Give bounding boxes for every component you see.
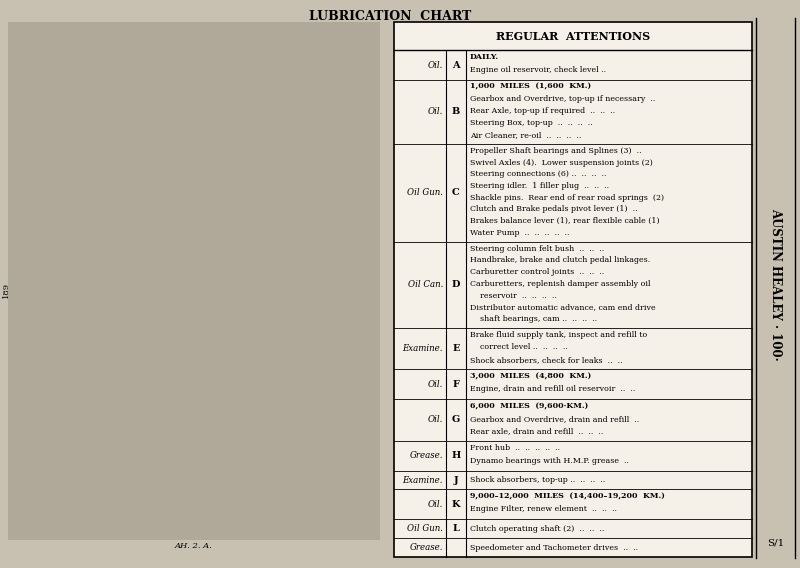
Text: Dynamo bearings with H.M.P. grease  ..: Dynamo bearings with H.M.P. grease .. [470, 457, 629, 465]
Text: Oil.: Oil. [428, 61, 443, 69]
Text: Oil.: Oil. [428, 107, 443, 116]
Text: 3,000  MILES  (4,800  KM.): 3,000 MILES (4,800 KM.) [470, 372, 591, 380]
Text: Handbrake, brake and clutch pedal linkages.: Handbrake, brake and clutch pedal linkag… [470, 256, 650, 264]
Text: E: E [452, 344, 460, 353]
Text: Distributor automatic advance, cam end drive: Distributor automatic advance, cam end d… [470, 303, 656, 311]
Text: correct level ..  ..  ..  ..: correct level .. .. .. .. [470, 343, 568, 352]
Text: Carburetters, replenish damper assembly oil: Carburetters, replenish damper assembly … [470, 280, 650, 288]
Text: C: C [452, 188, 460, 197]
Text: Rear axle, drain and refill  ..  ..  ..: Rear axle, drain and refill .. .. .. [470, 427, 603, 435]
Text: Grease.: Grease. [410, 451, 443, 460]
Text: DAILY.: DAILY. [470, 53, 499, 61]
Text: Clutch and Brake pedals pivot lever (1)  ..: Clutch and Brake pedals pivot lever (1) … [470, 206, 638, 214]
Text: B: B [452, 107, 460, 116]
Text: D: D [452, 280, 460, 289]
Text: Steering connections (6) ..  ..  ..  ..: Steering connections (6) .. .. .. .. [470, 170, 606, 178]
Text: J: J [454, 475, 458, 485]
Text: Steering column felt bush  ..  ..  ..: Steering column felt bush .. .. .. [470, 245, 604, 253]
Text: Air Cleaner, re-oil  ..  ..  ..  ..: Air Cleaner, re-oil .. .. .. .. [470, 131, 582, 139]
Text: REGULAR  ATTENTIONS: REGULAR ATTENTIONS [496, 31, 650, 41]
Text: 6,000  MILES  (9,600·KM.): 6,000 MILES (9,600·KM.) [470, 402, 588, 410]
Text: reservoir  ..  ..  ..  ..: reservoir .. .. .. .. [470, 291, 557, 299]
Text: H: H [451, 451, 461, 460]
Text: Propeller Shaft bearings and Splines (3)  ..: Propeller Shaft bearings and Splines (3)… [470, 147, 642, 155]
Text: Speedometer and Tachometer drives  ..  ..: Speedometer and Tachometer drives .. .. [470, 544, 638, 552]
Text: Steering idler.  1 filler plug  ..  ..  ..: Steering idler. 1 filler plug .. .. .. [470, 182, 609, 190]
Text: Oil.: Oil. [428, 500, 443, 509]
Text: K: K [452, 500, 460, 509]
Text: Oil.: Oil. [428, 380, 443, 389]
Text: Oil.: Oil. [428, 415, 443, 424]
Text: Shock absorbers, top-up ..  ..  ..  ..: Shock absorbers, top-up .. .. .. .. [470, 476, 606, 484]
Text: Oil Gun.: Oil Gun. [407, 524, 443, 533]
Text: AH. 2. A.: AH. 2. A. [175, 542, 213, 550]
Text: Clutch operating shaft (2)  ..  ..  ..: Clutch operating shaft (2) .. .. .. [470, 525, 604, 533]
Text: 1,000  MILES  (1,600  KM.): 1,000 MILES (1,600 KM.) [470, 83, 591, 91]
Text: Examine.: Examine. [402, 344, 443, 353]
Text: Shock absorbers, check for leaks  ..  ..: Shock absorbers, check for leaks .. .. [470, 356, 622, 364]
Text: shaft bearings, cam ..  ..  ..  ..: shaft bearings, cam .. .. .. .. [470, 315, 597, 323]
Bar [8, 22, 380, 540]
Text: Rear Axle, top-up if required  ..  ..  ..: Rear Axle, top-up if required .. .. .. [470, 107, 615, 115]
Text: Water Pump  ..  ..  ..  ..  ..: Water Pump .. .. .. .. .. [470, 229, 570, 237]
Text: Carburetter control joints  ..  ..  ..: Carburetter control joints .. .. .. [470, 268, 604, 276]
Text: Brake fluid supply tank, inspect and refill to: Brake fluid supply tank, inspect and ref… [470, 331, 647, 339]
Text: Steering Box, top-up  ..  ..  ..  ..: Steering Box, top-up .. .. .. .. [470, 119, 593, 127]
Text: Engine Filter, renew element  ..  ..  ..: Engine Filter, renew element .. .. .. [470, 506, 617, 513]
Text: S/1: S/1 [767, 539, 784, 548]
Text: Brakes balance lever (1), rear flexible cable (1): Brakes balance lever (1), rear flexible … [470, 217, 660, 225]
Text: Shackle pins.  Rear end of rear road springs  (2): Shackle pins. Rear end of rear road spri… [470, 194, 664, 202]
Text: 9,000–12,000  MILES  (14,400–19,200  KM.): 9,000–12,000 MILES (14,400–19,200 KM.) [470, 492, 665, 500]
Text: Grease.: Grease. [410, 543, 443, 552]
Text: Examine.: Examine. [402, 475, 443, 485]
Text: Engine oil reservoir, check level ..: Engine oil reservoir, check level .. [470, 66, 606, 74]
Text: LUBRICATION  CHART: LUBRICATION CHART [309, 10, 471, 23]
Text: Oil Gun.: Oil Gun. [407, 188, 443, 197]
Bar [394, 22, 752, 557]
Text: 189: 189 [2, 282, 10, 298]
Text: G: G [452, 415, 460, 424]
Text: Front hub  ..  ..  ..  ..  ..: Front hub .. .. .. .. .. [470, 444, 560, 452]
Text: AUSTIN HEALEY · 100·: AUSTIN HEALEY · 100· [769, 208, 782, 360]
Text: Gearbox and Overdrive, drain and refill  ..: Gearbox and Overdrive, drain and refill … [470, 415, 639, 423]
Text: Gearbox and Overdrive, top-up if necessary  ..: Gearbox and Overdrive, top-up if necessa… [470, 95, 655, 103]
Text: A: A [452, 61, 460, 69]
Text: L: L [453, 524, 459, 533]
Text: Swivel Axles (4).  Lower suspension joints (2): Swivel Axles (4). Lower suspension joint… [470, 158, 653, 166]
Text: Oil Can.: Oil Can. [408, 280, 443, 289]
Text: F: F [453, 380, 459, 389]
Text: Engine, drain and refill oil reservoir  ..  ..: Engine, drain and refill oil reservoir .… [470, 385, 635, 393]
